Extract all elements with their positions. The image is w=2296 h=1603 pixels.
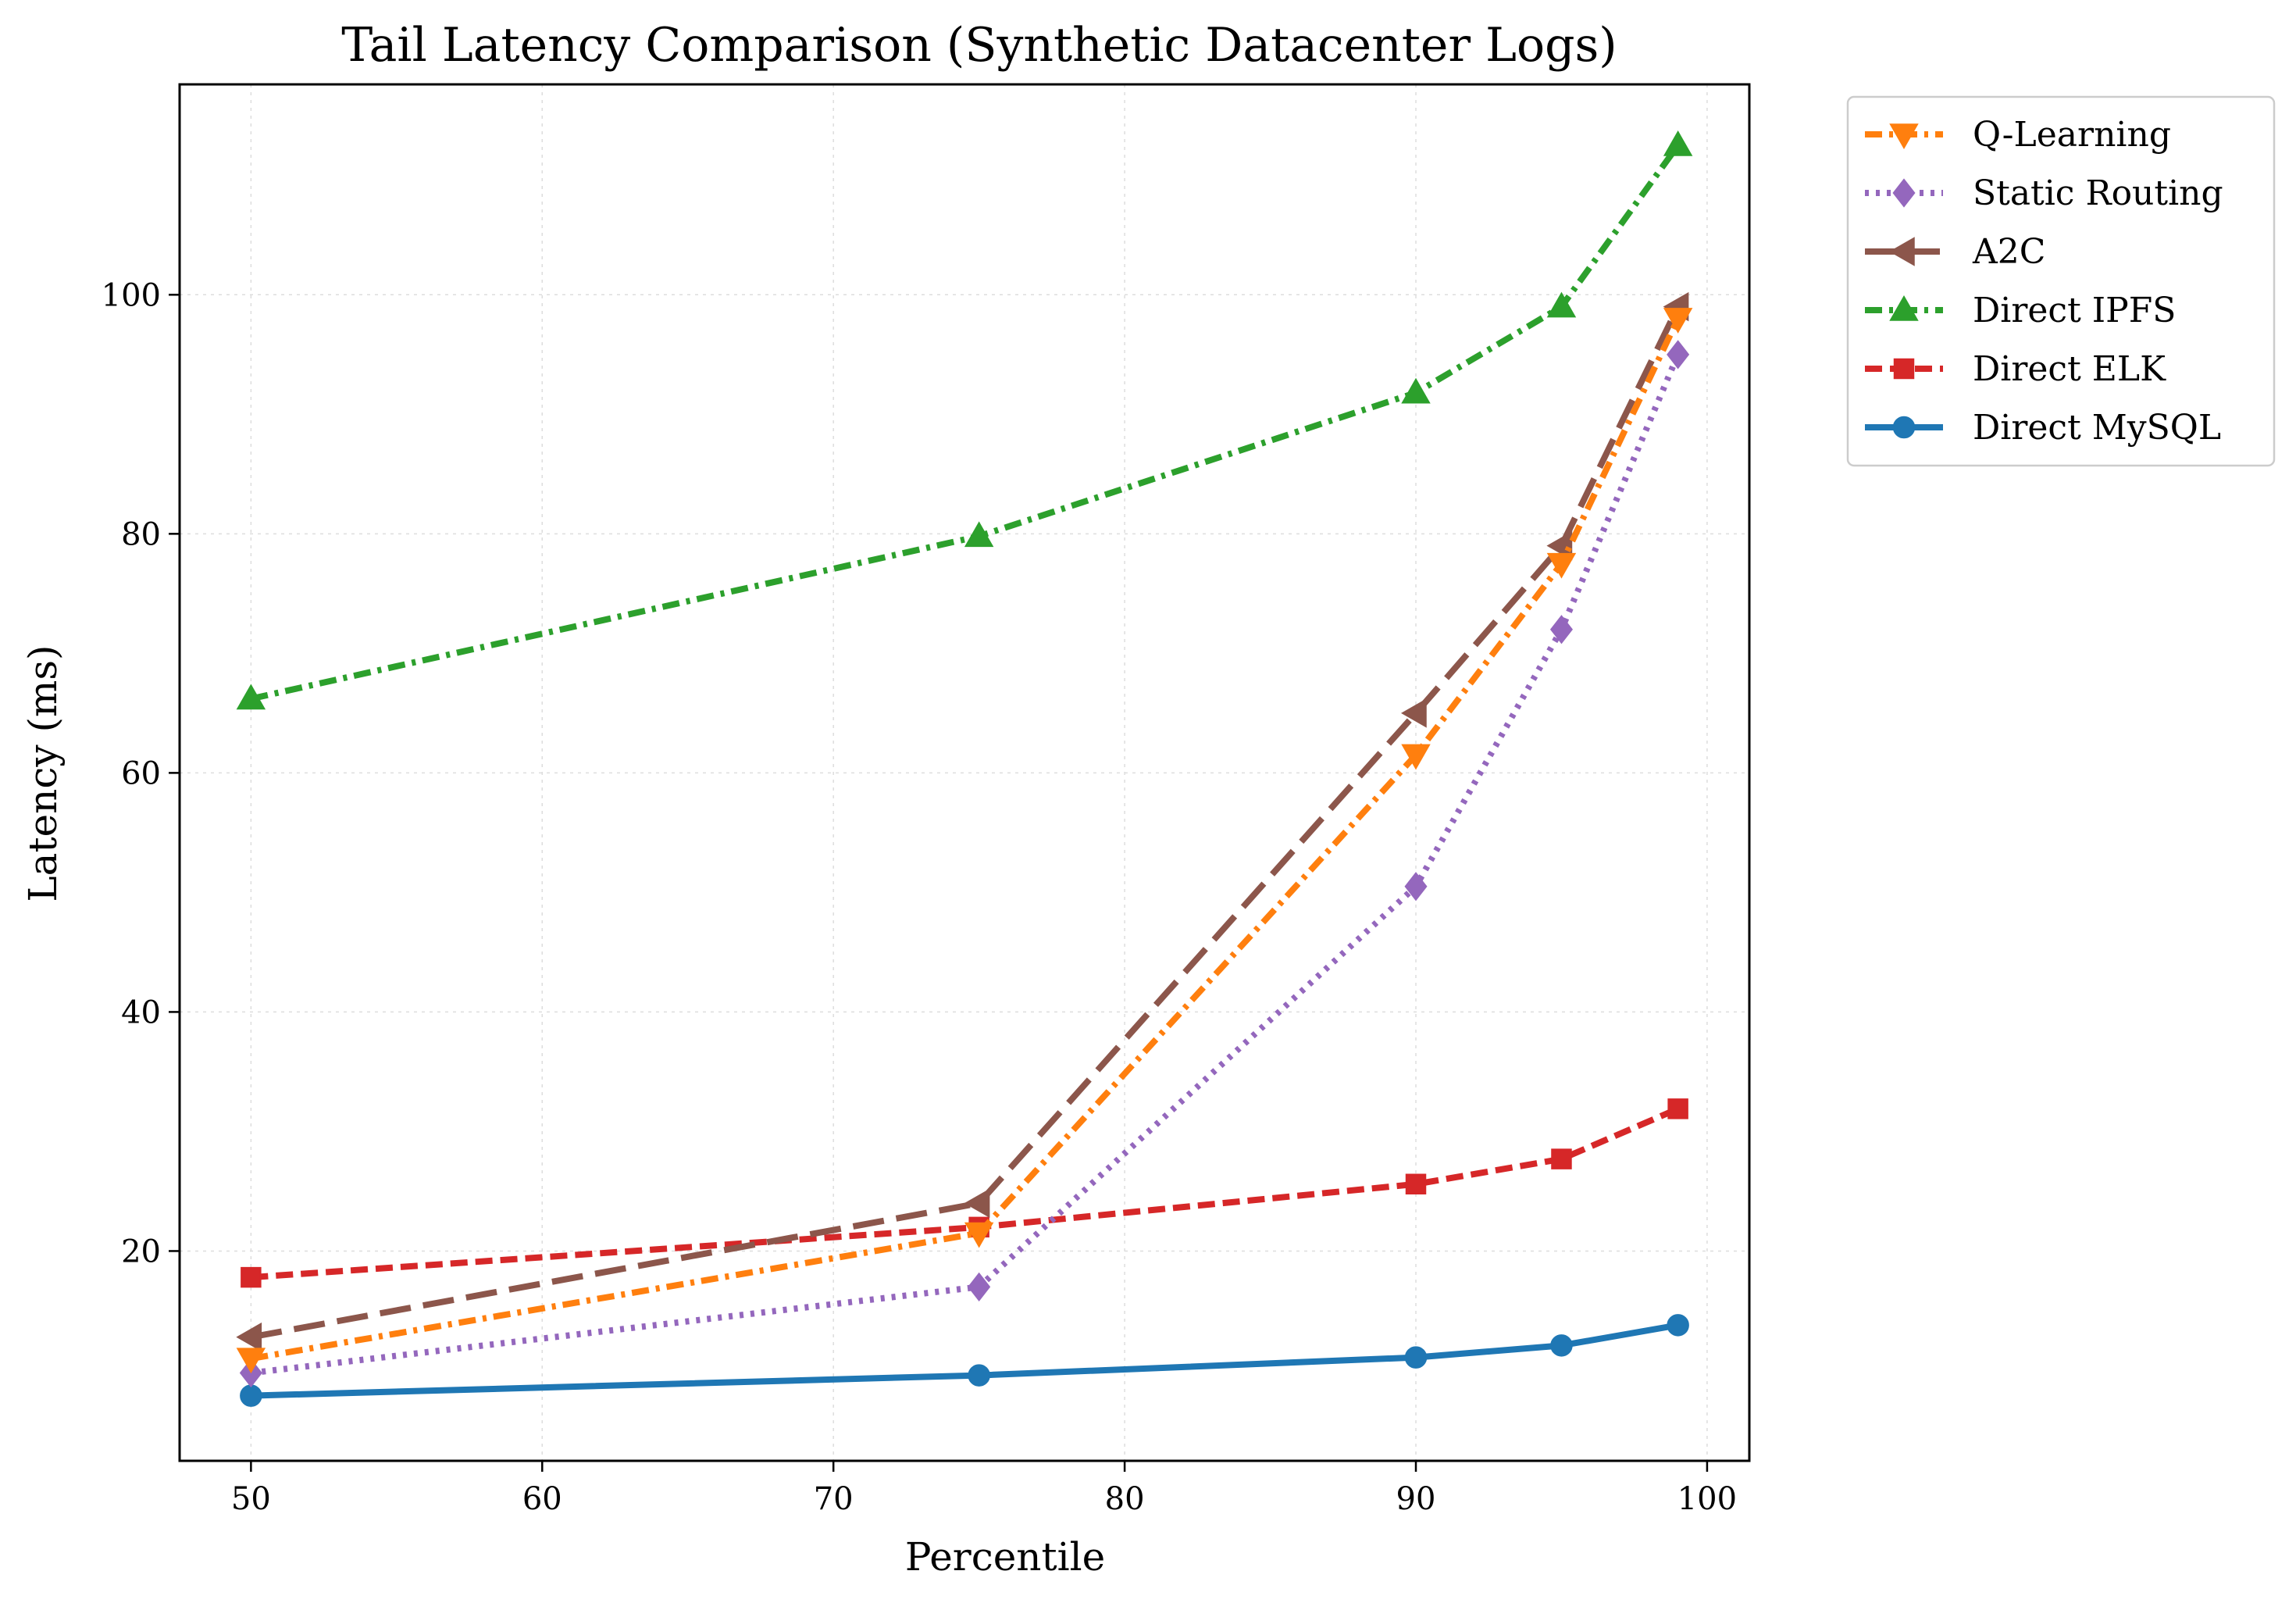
data-point <box>1401 744 1431 770</box>
data-point <box>1667 1314 1689 1337</box>
y-axis-label: Latency (ms) <box>20 644 66 901</box>
data-point <box>1667 1098 1688 1119</box>
data-point <box>236 1322 262 1352</box>
x-axis-label: Percentile <box>905 1534 1105 1580</box>
legend-item: Direct IPFS <box>1865 291 2176 330</box>
legend-label: A2C <box>1972 232 2045 272</box>
data-point <box>964 1188 990 1218</box>
data-point <box>964 1222 994 1248</box>
x-tick-label: 100 <box>1677 1481 1737 1517</box>
series-direct-ipfs <box>236 130 1693 710</box>
data-point <box>968 1364 990 1387</box>
legend-item: Q-Learning <box>1865 115 2171 155</box>
series-q-learning <box>236 308 1693 1374</box>
legend-label: Direct IPFS <box>1973 291 2176 330</box>
data-point <box>1546 530 1573 561</box>
legend-swatch-marker <box>1889 295 1919 321</box>
legend-swatch-marker <box>1892 416 1916 439</box>
y-tick-label: 40 <box>121 994 161 1030</box>
data-point <box>1400 698 1427 728</box>
legend-swatch-marker <box>1892 178 1916 208</box>
series-line <box>250 317 1681 1362</box>
data-point <box>236 684 266 710</box>
data-point <box>1546 552 1577 579</box>
data-point <box>964 521 994 548</box>
x-tick-label: 50 <box>231 1481 271 1517</box>
data-point <box>1667 340 1690 370</box>
series-line <box>251 1105 1680 1281</box>
legend-label: Direct ELK <box>1973 349 2166 389</box>
data-point <box>1404 872 1428 901</box>
data-point <box>236 1348 266 1374</box>
chart-title: Tail Latency Comparison (Synthetic Datac… <box>341 18 1617 73</box>
data-point <box>1551 1148 1572 1169</box>
x-tick-label: 80 <box>1105 1481 1145 1517</box>
data-point <box>1549 615 1573 644</box>
series-a2c <box>236 291 1689 1352</box>
x-tick-label: 60 <box>522 1481 562 1517</box>
y-tick-label: 60 <box>121 755 161 791</box>
legend-item: Direct ELK <box>1865 349 2166 389</box>
x-tick-label: 70 <box>814 1481 854 1517</box>
data-point <box>1405 1173 1427 1195</box>
series-line <box>250 353 1681 1376</box>
series-direct-mysql <box>240 1314 1689 1407</box>
data-point <box>1404 1346 1428 1369</box>
axis-ticks: 50 60 70 80 90 100 20 40 60 80 100 <box>102 277 1737 1517</box>
x-tick-label: 90 <box>1396 1481 1436 1517</box>
legend-swatch-marker <box>1889 123 1919 150</box>
y-tick-label: 100 <box>102 277 161 313</box>
legend-swatch-marker <box>1888 237 1915 266</box>
series-line <box>250 143 1681 702</box>
legend-item: A2C <box>1865 232 2045 272</box>
data-point <box>1546 291 1577 318</box>
legend-label: Q-Learning <box>1973 115 2171 155</box>
data-point <box>240 1384 262 1407</box>
y-tick-label: 20 <box>121 1233 161 1269</box>
legend-label: Direct MySQL <box>1973 408 2221 448</box>
legend-swatch-marker <box>1893 358 1915 380</box>
legend: Q-Learning Static Routing A2C Direct IPFS Di… <box>1846 95 2276 467</box>
legend-item: Direct MySQL <box>1865 408 2221 448</box>
legend-label: Static Routing <box>1973 173 2223 213</box>
series-direct-elk <box>241 1098 1688 1288</box>
data-point <box>968 1272 991 1301</box>
series-line <box>251 1322 1679 1399</box>
data-point <box>1663 308 1693 334</box>
series-line <box>250 305 1681 1341</box>
series-static-routing <box>239 340 1690 1388</box>
series-layer <box>236 130 1693 1407</box>
legend-frame <box>1846 95 2276 467</box>
data-point <box>241 1266 262 1288</box>
data-point <box>1663 130 1693 156</box>
legend-item: Static Routing <box>1865 173 2223 213</box>
grid-lines <box>180 84 1749 1461</box>
y-tick-label: 80 <box>121 516 161 552</box>
data-point <box>1550 1334 1573 1357</box>
data-point <box>1401 377 1431 404</box>
